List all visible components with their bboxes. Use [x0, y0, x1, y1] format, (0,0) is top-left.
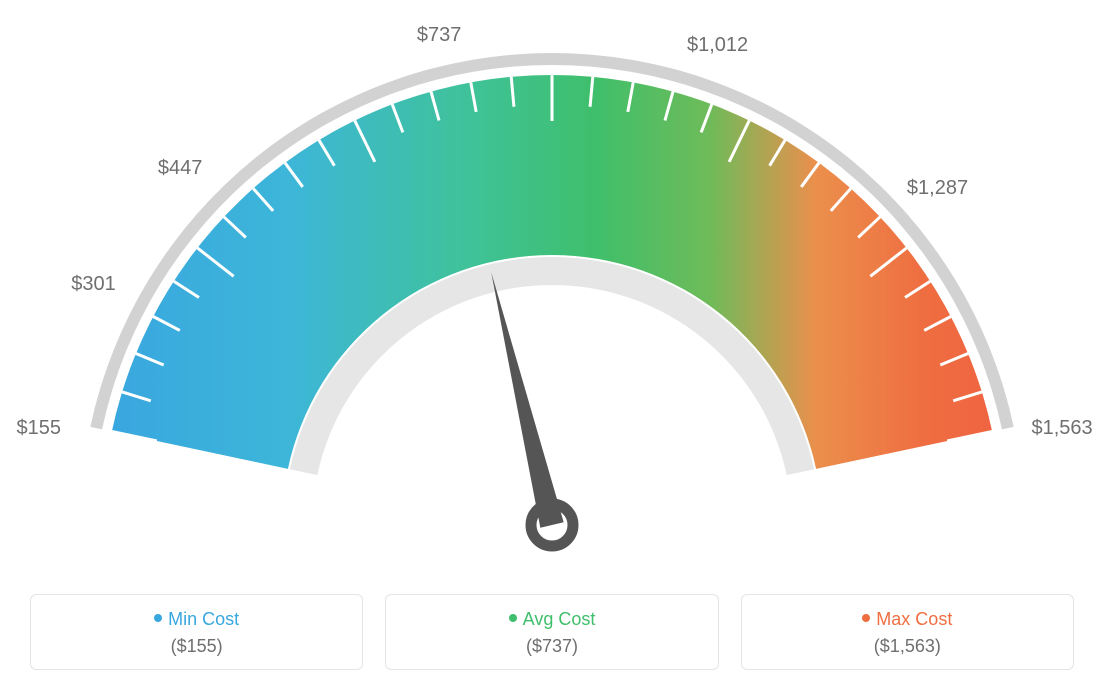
legend-dot-avg — [509, 614, 517, 622]
gauge-needle — [491, 272, 563, 528]
gauge-chart-container: $155 $301 $447 $737 $1,012 $1,287 $1,563 Min C… — [0, 0, 1104, 690]
gauge-tick-label: $301 — [71, 273, 116, 296]
gauge-tick-label: $155 — [17, 417, 62, 440]
gauge-tick-label: $1,287 — [907, 177, 968, 200]
gauge-area: $155 $301 $447 $737 $1,012 $1,287 $1,563 — [0, 0, 1104, 560]
legend-value-min: ($155) — [41, 636, 352, 657]
legend-title-min: Min Cost — [41, 609, 352, 630]
gauge-tick-label: $1,012 — [687, 34, 748, 57]
legend-title-min-text: Min Cost — [168, 609, 239, 629]
legend-title-avg-text: Avg Cost — [523, 609, 596, 629]
gauge-tick-label: $737 — [417, 24, 462, 47]
legend-title-max-text: Max Cost — [876, 609, 952, 629]
legend-row: Min Cost ($155) Avg Cost ($737) Max Cost… — [0, 594, 1104, 670]
gauge-tick-label: $447 — [158, 157, 203, 180]
legend-card-max: Max Cost ($1,563) — [741, 594, 1074, 670]
legend-dot-min — [154, 614, 162, 622]
legend-title-avg: Avg Cost — [396, 609, 707, 630]
legend-dot-max — [862, 614, 870, 622]
legend-card-min: Min Cost ($155) — [30, 594, 363, 670]
gauge-svg — [0, 0, 1104, 560]
legend-title-max: Max Cost — [752, 609, 1063, 630]
gauge-tick-label: $1,563 — [1031, 417, 1092, 440]
legend-card-avg: Avg Cost ($737) — [385, 594, 718, 670]
legend-value-max: ($1,563) — [752, 636, 1063, 657]
legend-value-avg: ($737) — [396, 636, 707, 657]
